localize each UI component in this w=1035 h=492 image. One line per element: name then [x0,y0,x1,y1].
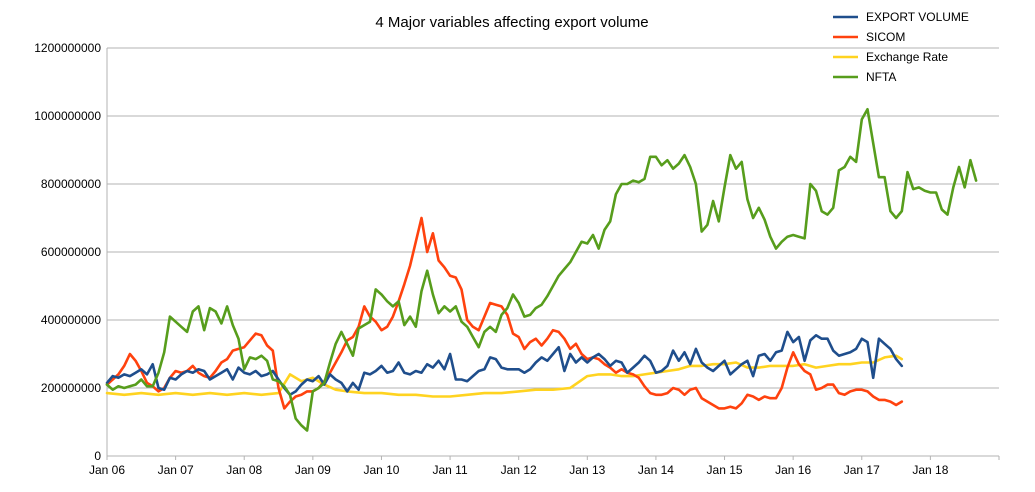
x-tick-label: Jan 18 [912,463,948,477]
x-tick-label: Jan 15 [707,463,743,477]
x-tick-label: Jan 06 [89,463,125,477]
x-axis: Jan 06 Jan 07 Jan 08 Jan 09 Jan 10 Jan 11 Jan … [89,48,1000,477]
x-tick-label: Jan 12 [501,463,537,477]
x-tick-label: Jan 09 [295,463,331,477]
legend: EXPORT VOLUME SICOM Exchange Rate NFTA [833,10,969,84]
y-tick-label: 800000000 [41,177,101,191]
series-line-exchange-rate [105,354,904,398]
gridlines [107,47,999,457]
x-tick-label: Jan 13 [569,463,605,477]
chart-title: 4 Major variables affecting export volum… [375,14,648,31]
y-tick-label: 1000000000 [34,109,101,123]
legend-label: NFTA [866,70,896,84]
x-tick-label: Jan 14 [638,463,674,477]
x-tick-label: Jan 17 [844,463,880,477]
legend-label: EXPORT VOLUME [866,10,969,24]
y-tick-label: 200000000 [41,381,101,395]
x-tick-label: Jan 11 [433,463,468,477]
x-tick-label: Jan 08 [226,463,262,477]
legend-label: Exchange Rate [866,50,948,64]
legend-label: SICOM [866,30,905,44]
y-tick-label: 1200000000 [34,41,101,55]
y-tick-label: 400000000 [41,313,101,327]
x-tick-label: Jan 16 [775,463,811,477]
x-tick-label: Jan 07 [158,463,194,477]
x-tick-label: Jan 10 [363,463,399,477]
series-lines [105,107,978,432]
y-tick-label: 0 [94,449,101,463]
y-axis: 0 200000000 400000000 600000000 800000000 100… [34,41,101,463]
series-line-export-volume [105,330,904,397]
series-line-nfta [105,107,978,432]
y-tick-label: 600000000 [41,245,101,259]
